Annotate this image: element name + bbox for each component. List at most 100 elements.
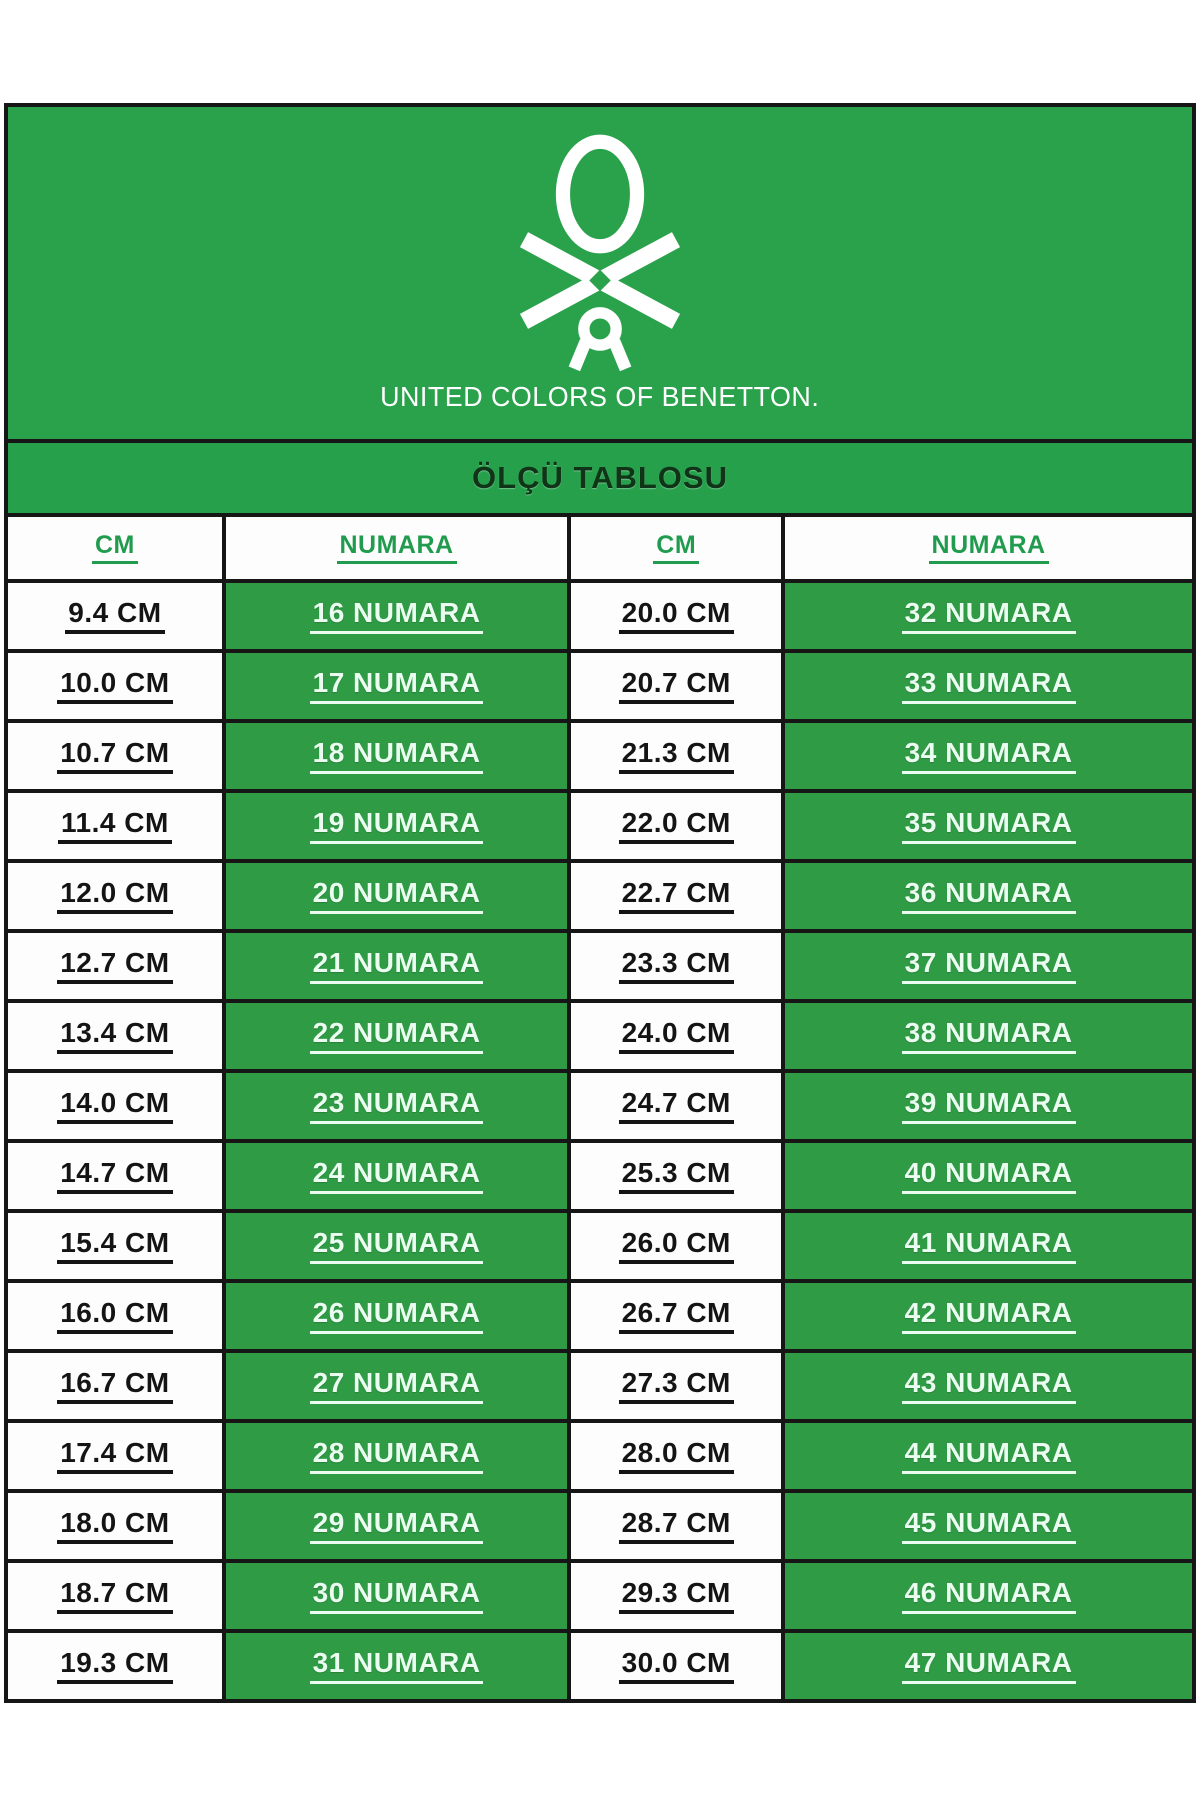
numara-cell: 34 NUMARA [785,723,1192,789]
numara-cell: 40 NUMARA [785,1143,1192,1209]
numara-cell: 37 NUMARA [785,933,1192,999]
numara-cell: 23 NUMARA [225,1073,568,1139]
cm-cell: 27.3 CM [571,1353,782,1419]
numara-cell: 25 NUMARA [225,1213,568,1279]
cell-value: 28.0 CM [618,1437,734,1475]
cell-value: 28 NUMARA [309,1437,484,1475]
cell-value: 31 NUMARA [309,1647,484,1685]
cell-value: 37 NUMARA [901,947,1076,985]
cell-value: 24.0 CM [618,1017,734,1055]
cell-value: 24.7 CM [618,1087,734,1125]
column-header-cm-right: CM [571,517,782,579]
cell-value: 20.0 CM [618,597,734,635]
cm-cell: 22.7 CM [571,863,782,929]
numara-cell: 18 NUMARA [225,723,568,789]
cell-value: 21 NUMARA [309,947,484,985]
cell-value: 26.7 CM [618,1297,734,1335]
cell-value: 14.7 CM [57,1157,173,1195]
cell-value: 17.4 CM [57,1437,173,1475]
cell-value: 10.7 CM [57,737,173,775]
cm-cell: 14.7 CM [8,1143,222,1209]
cm-cell: 18.7 CM [8,1563,222,1629]
numara-cell: 33 NUMARA [785,653,1192,719]
cell-value: 24 NUMARA [309,1157,484,1195]
cell-value: 12.0 CM [57,877,173,915]
cm-cell: 14.0 CM [8,1073,222,1139]
cell-value: 46 NUMARA [901,1577,1076,1615]
numara-cell: 45 NUMARA [785,1493,1192,1559]
column-header-label: NUMARA [336,532,457,565]
cm-cell: 28.0 CM [571,1423,782,1489]
cell-value: 16 NUMARA [309,597,484,635]
cell-value: 20 NUMARA [309,877,484,915]
cm-cell: 24.0 CM [571,1003,782,1069]
cm-cell: 20.7 CM [571,653,782,719]
cm-cell: 18.0 CM [8,1493,222,1559]
cm-cell: 16.0 CM [8,1283,222,1349]
cell-value: 30.0 CM [618,1647,734,1685]
numara-cell: 36 NUMARA [785,863,1192,929]
numara-cell: 42 NUMARA [785,1283,1192,1349]
numara-cell: 39 NUMARA [785,1073,1192,1139]
cell-value: 29.3 CM [618,1577,734,1615]
cm-cell: 22.0 CM [571,793,782,859]
cell-value: 38 NUMARA [901,1017,1076,1055]
numara-cell: 44 NUMARA [785,1423,1192,1489]
numara-cell: 32 NUMARA [785,583,1192,649]
cell-value: 26 NUMARA [309,1297,484,1335]
numara-cell: 22 NUMARA [225,1003,568,1069]
cell-value: 23.3 CM [618,947,734,985]
cm-cell: 25.3 CM [571,1143,782,1209]
cm-cell: 13.4 CM [8,1003,222,1069]
numara-cell: 28 NUMARA [225,1423,568,1489]
cell-value: 41 NUMARA [901,1227,1076,1265]
cell-value: 36 NUMARA [901,877,1076,915]
cell-value: 20.7 CM [618,667,734,705]
column-header-cm-left: CM [8,517,222,579]
cm-cell: 16.7 CM [8,1353,222,1419]
cell-value: 19.3 CM [57,1647,173,1685]
cell-value: 9.4 CM [65,597,165,635]
cell-value: 15.4 CM [57,1227,173,1265]
cell-value: 32 NUMARA [901,597,1076,635]
cm-cell: 20.0 CM [571,583,782,649]
cell-value: 22.0 CM [618,807,734,845]
numara-cell: 16 NUMARA [225,583,568,649]
numara-cell: 43 NUMARA [785,1353,1192,1419]
table-title-band: ÖLÇÜ TABLOSU [8,443,1192,513]
cm-cell: 26.7 CM [571,1283,782,1349]
cell-value: 16.0 CM [57,1297,173,1335]
cell-value: 44 NUMARA [901,1437,1076,1475]
cell-value: 43 NUMARA [901,1367,1076,1405]
cell-value: 10.0 CM [57,667,173,705]
cell-value: 18 NUMARA [309,737,484,775]
cm-cell: 19.3 CM [8,1633,222,1699]
cell-value: 28.7 CM [618,1507,734,1545]
cm-cell: 11.4 CM [8,793,222,859]
numara-cell: 31 NUMARA [225,1633,568,1699]
column-header-numara-left: NUMARA [225,517,568,579]
cell-value: 23 NUMARA [309,1087,484,1125]
table-title: ÖLÇÜ TABLOSU [472,460,728,495]
cell-value: 26.0 CM [618,1227,734,1265]
numara-cell: 38 NUMARA [785,1003,1192,1069]
cell-value: 22.7 CM [618,877,734,915]
cm-cell: 26.0 CM [571,1213,782,1279]
numara-cell: 20 NUMARA [225,863,568,929]
cm-cell: 30.0 CM [571,1633,782,1699]
cell-value: 12.7 CM [57,947,173,985]
numara-cell: 24 NUMARA [225,1143,568,1209]
numara-cell: 46 NUMARA [785,1563,1192,1629]
numara-cell: 47 NUMARA [785,1633,1192,1699]
cm-cell: 10.7 CM [8,723,222,789]
size-grid: CM NUMARA CM NUMARA 9.4 CM 16 NUMARA 20.0 … [8,517,1192,1699]
cm-cell: 17.4 CM [8,1423,222,1489]
numara-cell: 26 NUMARA [225,1283,568,1349]
cell-value: 40 NUMARA [901,1157,1076,1195]
numara-cell: 30 NUMARA [225,1563,568,1629]
cm-cell: 21.3 CM [571,723,782,789]
cm-cell: 12.0 CM [8,863,222,929]
cm-cell: 15.4 CM [8,1213,222,1279]
column-header-label: CM [91,532,138,565]
